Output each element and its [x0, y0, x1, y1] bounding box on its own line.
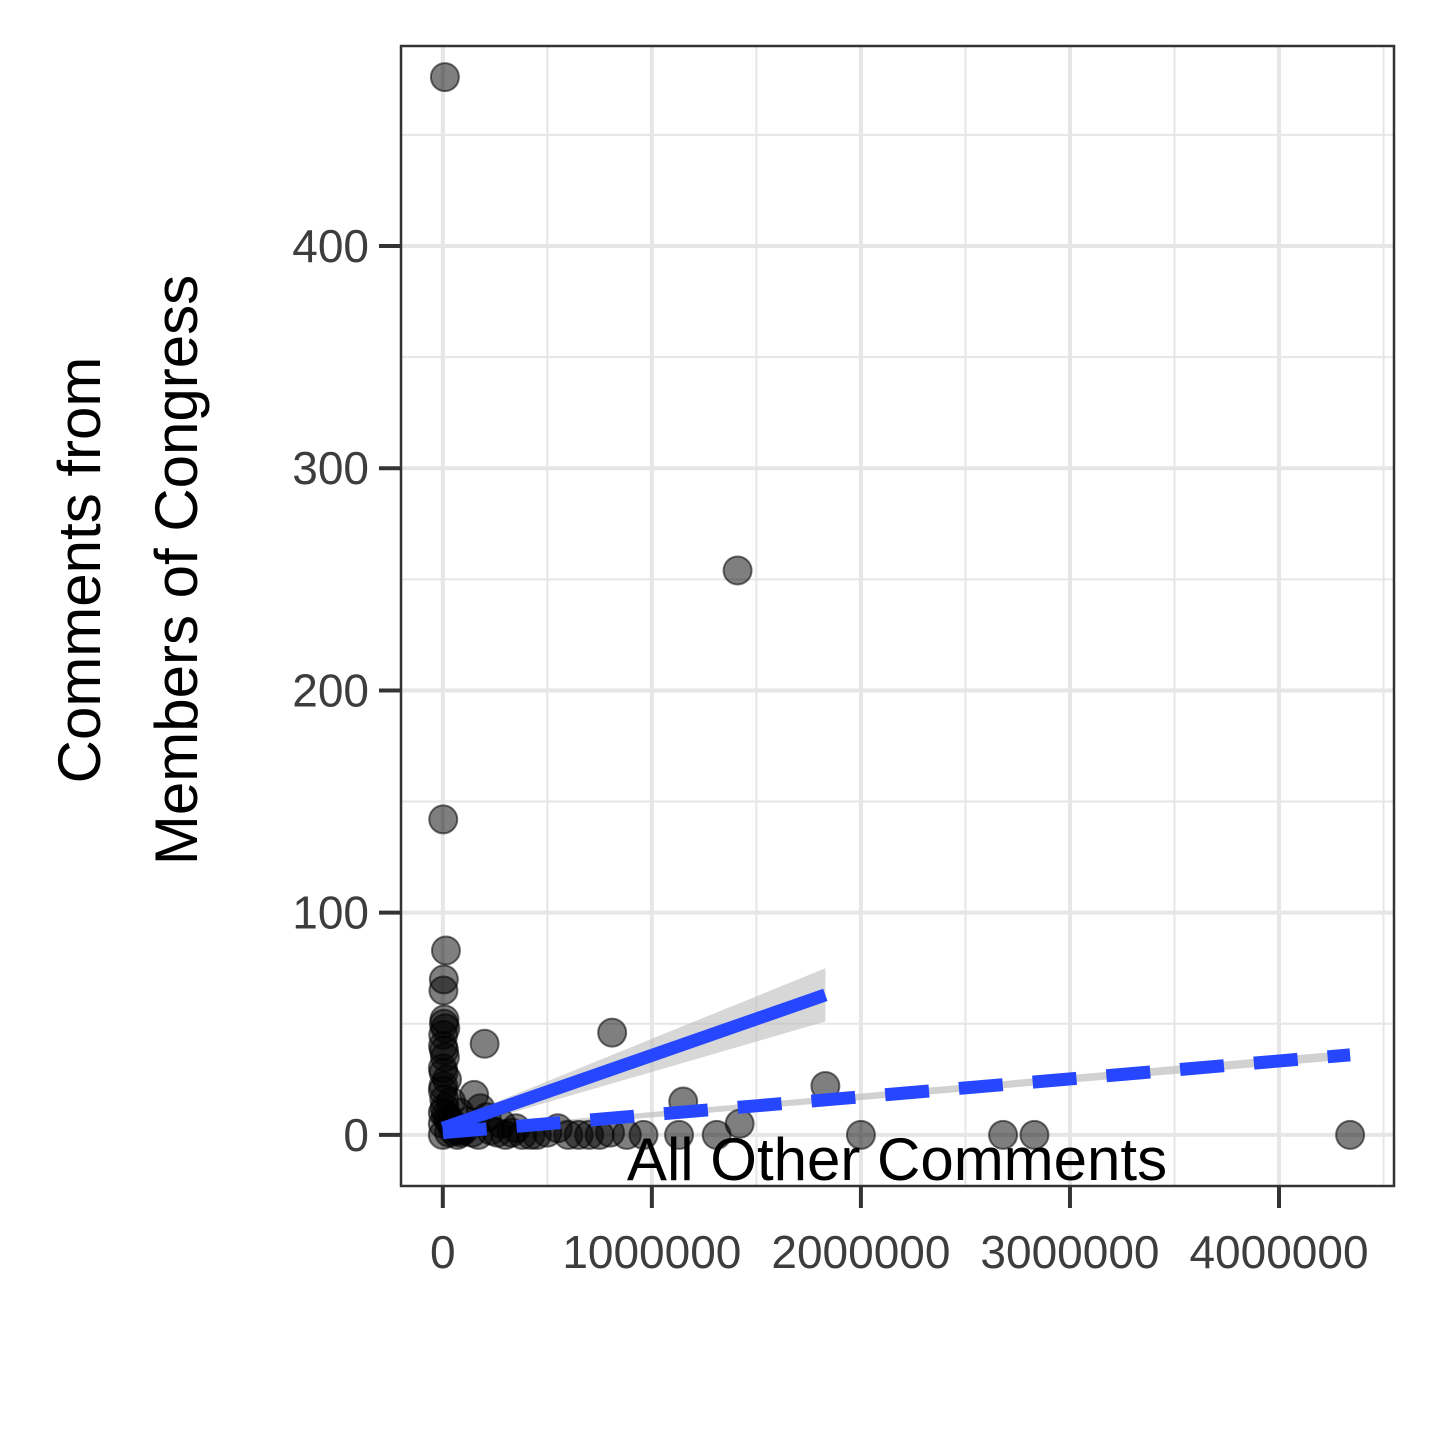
plot-panel-border — [399, 44, 1396, 1188]
x-tick-label: 2000000 — [771, 1226, 950, 1278]
data-point — [469, 1028, 500, 1059]
fit-line-solid — [440, 988, 828, 1135]
data-point — [664, 1119, 695, 1150]
data-point — [428, 804, 459, 835]
data-point — [429, 62, 460, 93]
y-axis: 0 100 200 300 400 — [292, 220, 401, 1161]
x-axis: 0 1000000 2000000 3000000 4000000 — [430, 1186, 1369, 1278]
data-point — [597, 1017, 628, 1048]
x-tick-label: 4000000 — [1189, 1226, 1368, 1278]
data-point — [429, 1004, 460, 1035]
fit-line-dashed — [442, 1048, 1351, 1140]
data-point — [1335, 1119, 1366, 1150]
regression-lines — [440, 988, 1351, 1140]
y-tick-label: 0 — [343, 1109, 369, 1161]
major-gridlines — [401, 46, 1394, 1186]
y-axis-title-line-1: Comments from — [46, 357, 113, 784]
data-point — [845, 1119, 876, 1150]
y-tick-label: 300 — [292, 442, 369, 494]
minor-gridlines — [401, 46, 1394, 1186]
x-tick-label: 1000000 — [562, 1226, 741, 1278]
data-point — [1019, 1119, 1050, 1150]
data-point — [701, 1119, 732, 1150]
x-tick-label: 0 — [430, 1226, 456, 1278]
data-point — [722, 555, 753, 586]
data-point — [988, 1119, 1019, 1150]
x-tick-label: 3000000 — [980, 1226, 1159, 1278]
data-point — [430, 935, 461, 966]
data-point — [428, 975, 459, 1006]
y-tick-label: 200 — [292, 664, 369, 716]
y-axis-title-line-2: Members of Congress — [143, 275, 210, 865]
plot-panel-background — [401, 46, 1394, 1186]
y-tick-label: 100 — [292, 887, 369, 939]
data-points — [427, 62, 1366, 1150]
y-tick-label: 400 — [292, 220, 369, 272]
x-axis-title: All Other Comments — [627, 1126, 1167, 1193]
